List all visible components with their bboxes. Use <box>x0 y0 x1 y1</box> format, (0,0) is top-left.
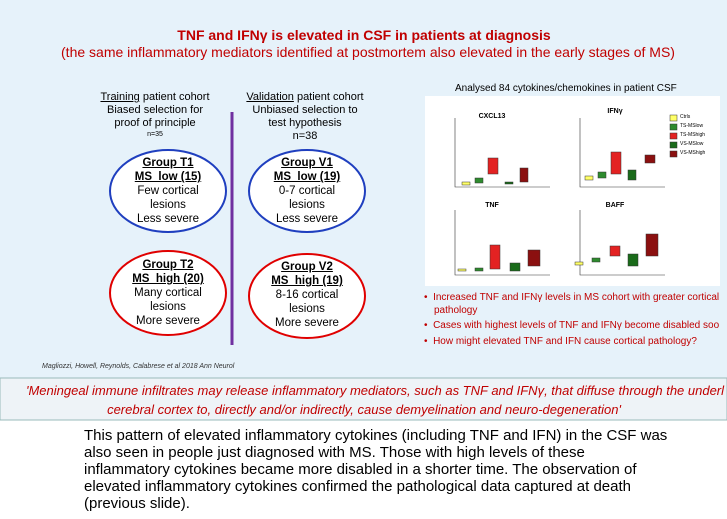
group-label: MS_high (20) <box>132 273 204 285</box>
citation: Magliozzi, Howell, Reynolds, Calabrese e… <box>42 363 235 370</box>
quote-line: cerebral cortex to, directly and/or indi… <box>107 402 621 417</box>
quote-line: 'Meningeal immune infiltrates may releas… <box>25 383 725 398</box>
group-line: Few cortical <box>137 185 199 197</box>
group-line: Less severe <box>136 213 200 225</box>
cohort-heading: Training patient cohort <box>100 92 209 103</box>
title: TNF and IFNγ is elevated in CSF in patie… <box>177 27 551 43</box>
bullet: • How might elevated TNF and IFN cause c… <box>424 336 697 347</box>
group-line: Many cortical <box>134 287 202 299</box>
notes-line: (previous slide). <box>84 495 190 512</box>
group-line: 0-7 cortical <box>278 185 336 197</box>
group-line: lesions <box>150 199 186 211</box>
subtitle: (the same inflammatory mediators identif… <box>61 44 675 60</box>
panel-title: TNF <box>485 202 499 209</box>
legend-entry: TS-MShigh <box>680 132 706 138</box>
panel-title: IFNγ <box>607 108 623 115</box>
legend-entry: TS-MSlow <box>680 123 704 129</box>
notes-line: This pattern of elevated inflammatory cy… <box>84 427 668 444</box>
legend-entry: VS-MSlow <box>680 141 704 147</box>
bullet-text: Cases with highest levels of TNF and IFN… <box>433 320 720 331</box>
cohort-name: Training <box>100 91 140 103</box>
group-line: lesions <box>289 199 325 211</box>
group-label: MS_high (19) <box>271 275 343 287</box>
group-line: lesions <box>289 303 325 315</box>
bullet-text: How might elevated TNF and IFN cause cor… <box>433 336 697 347</box>
cohort-line: proof of principle <box>114 117 196 129</box>
cohort-heading: Validation patient cohort <box>246 92 363 103</box>
bullet: • Increased TNF and IFNγ levels in MS co… <box>424 292 720 303</box>
bullet-text: Increased TNF and IFNγ levels in MS coho… <box>433 292 720 303</box>
notes-line: elevated inflammatory cytokines confirme… <box>84 478 631 495</box>
cohort-line: Unbiased selection to <box>252 104 358 116</box>
legend-entry: VS-MShigh <box>680 150 706 156</box>
bullet-text: pathology <box>434 305 478 316</box>
cohort-n: n=35 <box>147 131 163 138</box>
group-line: More severe <box>136 315 200 327</box>
panel-title: CXCL13 <box>478 113 506 120</box>
cohort-heading-rest: patient cohort <box>139 91 210 103</box>
cohort-name: Validation <box>246 91 294 103</box>
group-line: Less severe <box>275 213 339 225</box>
notes-line: also seen in people just diagnosed with … <box>84 444 585 461</box>
bullet: • Cases with highest levels of TNF and I… <box>424 320 720 331</box>
group-line: More severe <box>275 317 339 329</box>
legend-entry: Ctrls <box>680 114 691 120</box>
cohort-line: test hypothesis <box>268 117 342 129</box>
group-label: MS_low (15) <box>134 171 202 183</box>
cohort-heading-rest: patient cohort <box>293 91 364 103</box>
figure-title: Analysed 84 cytokines/chemokines in pati… <box>455 83 677 94</box>
cohort-n: n=38 <box>292 130 318 142</box>
cohort-line: Biased selection for <box>107 104 203 116</box>
group-name: Group T2 <box>142 259 194 271</box>
group-line: 8-16 cortical <box>275 289 339 301</box>
group-name: Group V2 <box>281 261 333 273</box>
notes-line: inflammatory cytokines became more disab… <box>84 461 637 478</box>
group-name: Group T1 <box>142 157 194 169</box>
group-line: lesions <box>150 301 186 313</box>
group-label: MS_low (19) <box>273 171 341 183</box>
panel-title: BAFF <box>605 202 625 209</box>
group-name: Group V1 <box>281 157 333 169</box>
